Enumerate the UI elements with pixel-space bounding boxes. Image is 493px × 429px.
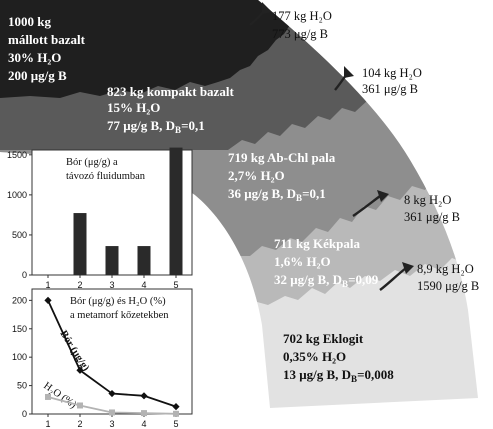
fluid-4-label: 8,9 kg H₂O 1590 μg/g B <box>417 262 479 293</box>
stage-4-label: 711 kg Kékpala 1,6% H₂O 32 μg/g B, DB=0,… <box>274 236 379 289</box>
arrow-head-4 <box>402 262 414 274</box>
water-data-point <box>109 409 115 416</box>
water-data-point <box>173 410 179 417</box>
fluid-1-label: 177 kg H₂O 773 μg/g B <box>272 9 335 41</box>
bar <box>105 246 119 275</box>
bar-x-tick-label: 3 <box>109 280 114 290</box>
boron-data-point <box>76 366 84 374</box>
line-x-tick-label: 2 <box>77 419 82 429</box>
fluid-2-label: 104 kg H₂O 361 μg/g B <box>362 66 425 96</box>
boron-data-point <box>172 403 180 411</box>
line-y-tick-label: 0 <box>22 409 27 419</box>
bar <box>169 147 183 275</box>
fluid-boron-bar-chart: Bór (μg/g) a távozó fluidumban 0 500 1000 1… <box>7 147 193 290</box>
bar-chart-title: Bór (μg/g) a távozó fluidumban <box>66 157 146 182</box>
bar <box>73 213 87 275</box>
line-x-tick-label: 3 <box>109 419 114 429</box>
arrow-head-1 <box>262 2 272 14</box>
boron-data-point <box>108 389 116 398</box>
line-chart-title: Bór (μg/g) és H₂O (%) a metamorf kőzetek… <box>70 296 169 321</box>
line-y-tick-label: 100 <box>12 352 27 362</box>
line-x-tick-label: 1 <box>45 419 50 429</box>
bar-y-tick-label: 1000 <box>7 190 27 200</box>
line-y-tick-label: 200 <box>12 295 27 305</box>
fluid-arrow-3 <box>352 195 381 217</box>
stage-1-label: 1000 kg mállott bazalt 30% H₂O 200 μg/g … <box>8 14 88 83</box>
arrow-head-2 <box>344 66 354 78</box>
bar-y-tick-label: 500 <box>12 230 27 240</box>
bar-x-tick-label: 4 <box>141 280 146 290</box>
bar-x-tick-label: 2 <box>77 280 82 290</box>
line-y-tick-label: 150 <box>12 324 27 334</box>
water-data-point <box>141 410 147 417</box>
boron-data-point <box>140 392 148 400</box>
rock-boron-water-line-chart: Bór (μg/g) és H₂O (%) a metamorf kőzetek… <box>12 288 193 429</box>
bar-x-tick-label: 1 <box>45 280 50 290</box>
line-y-tick-label: 50 <box>17 381 27 391</box>
fluid-arrow-4 <box>379 267 407 291</box>
bar-x-tick-label: 5 <box>173 280 178 290</box>
stage-2-label: 823 kg kompakt bazalt 15% H₂O 77 μg/g B,… <box>107 84 237 135</box>
bar <box>137 246 151 275</box>
fluid-3-label: 8 kg H₂O 361 μg/g B <box>404 193 460 224</box>
water-data-point <box>45 393 51 400</box>
line-x-tick-label: 4 <box>141 419 146 429</box>
stage-3-label: 719 kg Ab-Chl pala 2,7% H₂O 36 μg/g B, D… <box>228 150 339 203</box>
line-x-tick-label: 5 <box>173 419 178 429</box>
arrow-head-3 <box>377 190 389 202</box>
bar-y-tick-label: 1500 <box>7 150 27 160</box>
water-data-point <box>77 402 83 409</box>
boron-data-point <box>44 296 52 304</box>
stage-5-label: 702 kg Eklogit 0,35% H₂O 13 μg/g B, DB=0… <box>283 331 394 384</box>
zone-weathered-basalt <box>0 0 478 98</box>
bar-y-tick-label: 0 <box>22 270 27 280</box>
